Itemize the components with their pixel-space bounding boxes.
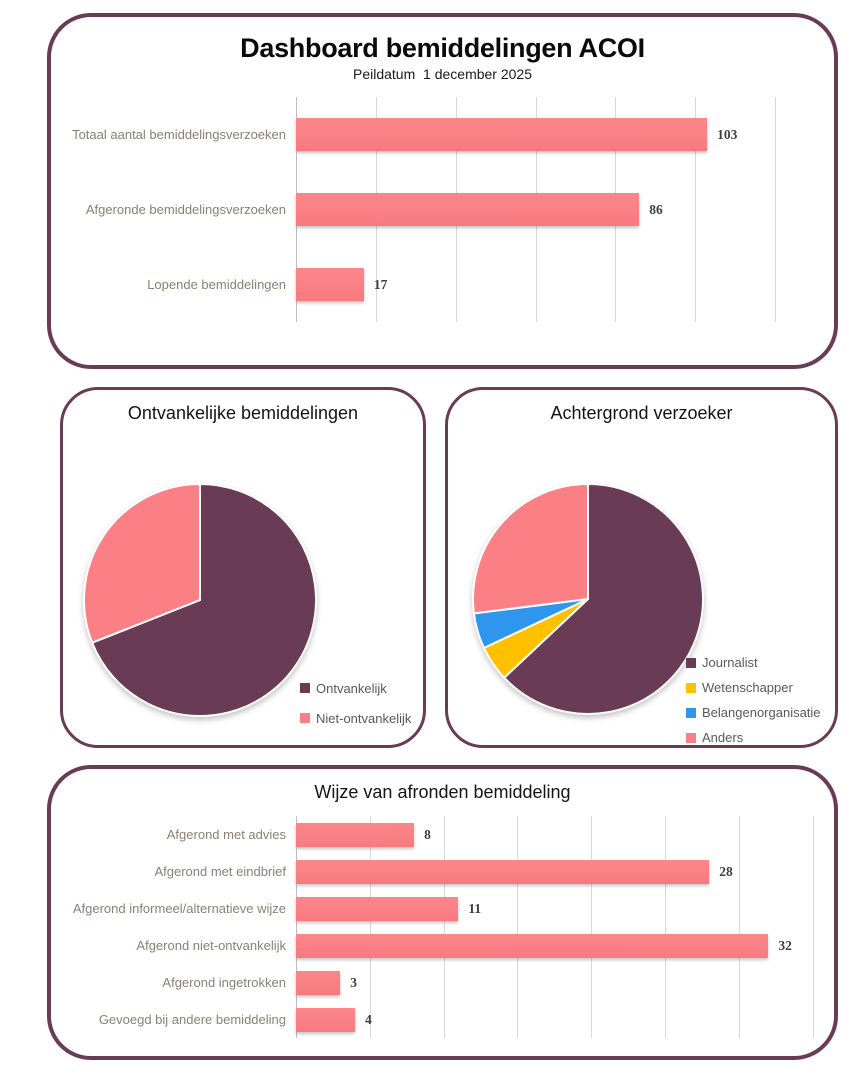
legend-label: Belangenorganisatie — [702, 705, 821, 720]
legend-swatch-icon — [686, 657, 696, 668]
category-label: Afgerond niet-ontvankelijk — [136, 938, 286, 953]
bar-value-label: 28 — [719, 863, 733, 879]
bar — [296, 1007, 356, 1032]
bar-row: Afgerond met advies 8 — [51, 816, 834, 853]
pie-legend: Ontvankelijk Niet-ontvankelijk — [300, 673, 411, 733]
legend-label: Ontvankelijk — [316, 680, 387, 696]
bar — [296, 822, 415, 847]
bar-value-label: 32 — [778, 937, 792, 953]
legend-item: Belangenorganisatie — [686, 700, 821, 725]
bar-row: Afgerond met eindbrief 28 — [51, 853, 834, 890]
category-label: Afgerond informeel/alternatieve wijze — [72, 901, 286, 916]
category-label: Lopende bemiddelingen — [147, 277, 286, 292]
dashboard-title: Dashboard bemiddelingen ACOI — [240, 33, 645, 63]
category-label: Afgerond met eindbrief — [154, 864, 286, 879]
legend-label: Niet-ontvankelijk — [316, 710, 412, 726]
bar-row: Afgeronde bemiddelingsverzoeken 86 — [51, 172, 834, 247]
legend-item: Journalist — [686, 650, 821, 675]
gridline — [775, 97, 777, 322]
pie-legend: Journalist Wetenschapper Belangenorganisat… — [686, 650, 821, 750]
bar-value-label: 3 — [350, 974, 358, 990]
bar-track: 32 — [296, 927, 820, 964]
bar-value-label: 17 — [373, 276, 388, 292]
bar-track: 4 — [296, 1001, 820, 1038]
pie1-title: Ontvankelijke bemiddelingen — [127, 403, 359, 423]
legend-item: Ontvankelijk — [300, 673, 411, 703]
pie2-title: Achtergrond verzoeker — [550, 403, 733, 423]
bar-row: Afgerond niet-ontvankelijk 32 — [51, 927, 834, 964]
gridline — [369, 816, 371, 1038]
gridline — [517, 816, 519, 1038]
legend-item: Anders — [686, 725, 821, 750]
panel-summary-bars: Dashboard bemiddelingen ACOI Peildatum 1… — [47, 13, 838, 369]
pie-slice-journalist — [502, 482, 704, 715]
bar-track: 8 — [296, 816, 820, 853]
gridline — [695, 97, 697, 322]
bottom-chart-title: Wijze van afronden bemiddeling — [314, 782, 571, 802]
panel-pie-achtergrond: Achtergrond verzoeker 63%5%5%27%Journali… — [445, 387, 838, 748]
axis-zero-line — [296, 816, 297, 1038]
legend-swatch-icon — [686, 707, 696, 718]
legend-swatch-icon — [300, 713, 310, 723]
category-label: Afgerond ingetrokken — [162, 975, 286, 990]
bar-row: Afgerond informeel/alternatieve wijze 11 — [51, 890, 834, 927]
bar — [296, 859, 710, 884]
bar-value-label: 86 — [649, 201, 663, 217]
bar-row: Lopende bemiddelingen 17 — [51, 247, 834, 322]
bar-value-label: 103 — [717, 126, 738, 142]
gridline — [591, 816, 593, 1038]
category-label: Totaal aantal bemiddelingsverzoeken — [72, 127, 286, 142]
legend-swatch-icon — [686, 732, 696, 743]
gridlines — [296, 816, 820, 1038]
legend-item: Wetenschapper — [686, 675, 821, 700]
bar — [296, 118, 708, 151]
bar — [296, 896, 459, 921]
category-label: Gevoegd bij andere bemiddeling — [98, 1012, 286, 1027]
pie-svg — [83, 482, 317, 717]
bar — [296, 933, 769, 958]
panel-afronden-bars: Wijze van afronden bemiddeling Afgerond … — [47, 765, 838, 1060]
bar-row: Gevoegd bij andere bemiddeling 4 — [51, 1001, 834, 1038]
pie-slice-ontvankelijk — [90, 482, 317, 717]
summary-bar-chart: Totaal aantal bemiddelingsverzoeken 103 Af… — [51, 97, 834, 322]
pie-slice-niet-ontvankelijk — [83, 482, 201, 645]
legend-label: Wetenschapper — [702, 680, 793, 695]
bar — [296, 970, 341, 995]
bar — [296, 193, 640, 226]
legend-label: Anders — [702, 730, 744, 745]
bar-value-label: 11 — [468, 900, 482, 916]
pie-svg — [472, 482, 704, 715]
bar-track: 11 — [296, 890, 820, 927]
pie-slice-anders — [472, 482, 589, 615]
bar-value-label: 4 — [365, 1011, 372, 1027]
bar — [296, 268, 364, 301]
gridline — [738, 816, 740, 1038]
gridline — [812, 816, 814, 1038]
category-label: Afgeronde bemiddelingsverzoeken — [85, 202, 286, 217]
afronden-bar-chart: Afgerond met advies 8 Afgerond met eindbri… — [51, 816, 834, 1038]
gridline — [443, 816, 445, 1038]
bar-track: 3 — [296, 964, 820, 1001]
bar-row: Afgerond ingetrokken 3 — [51, 964, 834, 1001]
bar-track: 17 — [296, 247, 795, 322]
dashboard-subtitle: Peildatum 1 december 2025 — [353, 66, 532, 82]
legend-item: Niet-ontvankelijk — [300, 703, 411, 733]
panel-pie-ontvankelijk: Ontvankelijke bemiddelingen 69%31%Ontvan… — [60, 387, 426, 748]
gridline — [665, 816, 666, 1038]
bar-value-label: 8 — [424, 826, 431, 842]
bar-row: Totaal aantal bemiddelingsverzoeken 103 — [51, 97, 834, 172]
legend-swatch-icon — [300, 683, 310, 693]
bar-track: 103 — [296, 97, 795, 172]
bar-track: 86 — [296, 172, 795, 247]
legend-label: Journalist — [702, 655, 758, 670]
bar-track: 28 — [296, 853, 820, 890]
category-label: Afgerond met advies — [166, 827, 286, 842]
legend-swatch-icon — [686, 682, 696, 693]
